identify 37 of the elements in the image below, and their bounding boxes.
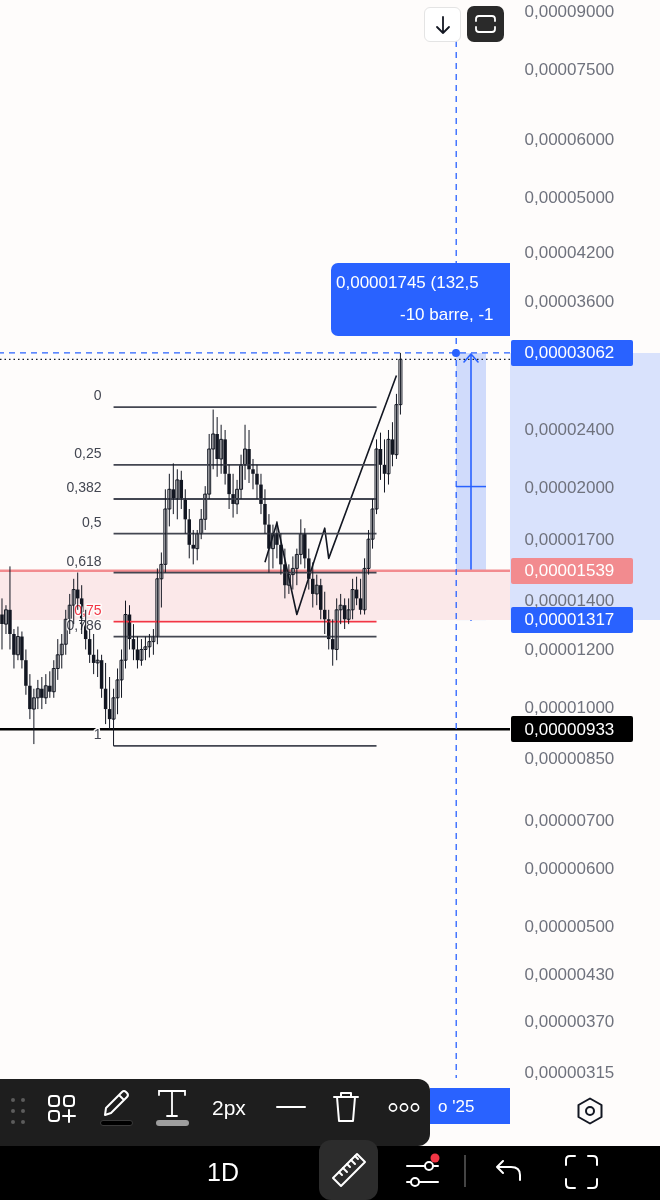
y-tick-label: 0,00004200 [524, 243, 615, 263]
y-tick-label: 0,00000600 [524, 859, 615, 879]
y-tick-label: 0,00001700 [524, 529, 615, 549]
y-tick-label: 0,00000500 [524, 917, 615, 937]
y-tick-label: 0,00001400 [524, 591, 615, 611]
series-label: 0,618 [66, 552, 102, 569]
series-label: 1 [93, 725, 102, 742]
series-label: 0,382 [66, 479, 102, 495]
candlestick [147, 633, 152, 658]
y-tick-label: 0,00003600 [524, 292, 615, 312]
y-tick-label: 0,00002000 [524, 478, 615, 498]
x-tick-label: o '25 [438, 1096, 475, 1116]
y-tick-label: 0,00001317 [524, 610, 615, 630]
y-tick-label: 0,00001200 [524, 639, 615, 659]
y-tick-label: 0,00000315 [524, 1063, 615, 1083]
y-tick-label: 0,00000933 [524, 719, 615, 739]
candlestick [350, 578, 355, 620]
series-label: 0,5 [82, 513, 102, 530]
y-tick-label: 0,00006000 [524, 130, 615, 150]
series-label: 0 [93, 387, 102, 404]
y-tick-label: 0,00003062 [524, 343, 615, 363]
y-tick-label: 0,00005000 [524, 188, 615, 208]
y-tick-label: 0,00007500 [524, 59, 615, 79]
y-tick-label: 0,00000370 [524, 1012, 615, 1032]
y-tick-label: 0,00002400 [524, 420, 615, 440]
y-tick-label: 0,00001539 [524, 561, 615, 581]
tooltip-box: 0,00001745 (132,5 -10 barre, -1 [331, 263, 510, 336]
annotation: 0,00001745 (132,5 [336, 273, 479, 293]
y-tick-label: 0,00000430 [524, 964, 615, 984]
y-tick-label: 0,00000700 [524, 810, 615, 830]
y-tick-label: 0,00001000 [524, 697, 615, 717]
y-tick-label: 0,00000850 [524, 749, 615, 769]
annotation: -10 barre, -1 [400, 305, 494, 325]
toolbar: 2px [0, 1079, 430, 1146]
candlestick [139, 638, 144, 667]
y-tick-label: 0,00009000 [524, 2, 615, 21]
series-label: 0,25 [74, 444, 102, 461]
